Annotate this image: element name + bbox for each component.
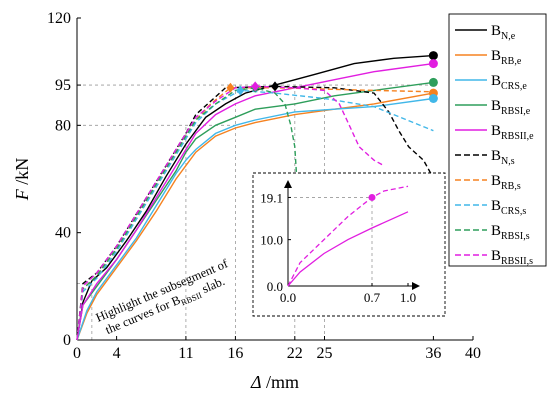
series-marker-rb-s [226, 82, 235, 93]
x-tick-label-4: 4 [113, 345, 121, 362]
x-tick-label-0: 0 [73, 345, 81, 362]
series-line-rbsii-e [76, 62, 434, 341]
inset-y-tick-label-2: 19.1 [260, 190, 283, 205]
inset-x-tick-label-0: 0.0 [280, 290, 296, 305]
legend-label-rbsi-e: BRBSI,e [491, 98, 531, 117]
series-line-rbsi-s [76, 87, 298, 341]
series-markers [226, 51, 438, 103]
series-marker-rbsii-s [251, 81, 260, 92]
series-line-crs-e [76, 97, 434, 341]
inset-x-tick-label-2: 1.0 [400, 290, 416, 305]
legend-label-n-e: BN,e [491, 23, 516, 42]
y-tick-label-0: 0 [63, 332, 71, 349]
y-tick-label-120: 120 [47, 10, 71, 27]
inset-y-tick-label-1: 10.0 [260, 233, 283, 248]
legend-label-crs-e: BCRS,e [491, 73, 527, 92]
x-tick-label-40: 40 [465, 345, 481, 362]
legend-label-crs-s: BCRS,s [491, 198, 526, 217]
series-marker-n-s [271, 81, 279, 92]
series-marker-rbsi-e [428, 77, 438, 87]
series-marker-crs-e [428, 94, 438, 103]
inset-x-tick-label-1: 0.7 [364, 290, 381, 305]
legend-box [448, 13, 547, 267]
inset-frame [252, 172, 446, 317]
x-tick-label-16: 16 [227, 345, 243, 362]
series-line-crs-s [76, 89, 434, 341]
legend-label-rbsi-s: BRBSI,s [491, 223, 530, 242]
series-line-rbsii-s [76, 85, 385, 341]
y-tick-label-40: 40 [55, 225, 71, 242]
y-axis-label: F /kN [12, 158, 32, 202]
series-line-rb-e [76, 92, 434, 341]
inset-series-line-1 [287, 211, 409, 287]
y-tick-label-80: 80 [55, 117, 71, 134]
legend: BN,e BRB,e BCRS,e BRBSI,e BRBSII,e BN,s BRB,s B… [448, 13, 547, 267]
x-tick-label-11: 11 [178, 345, 193, 362]
x-tick-label-25: 25 [317, 345, 333, 362]
series-marker-n-e [428, 51, 438, 61]
legend-label-rb-s: BRB,s [491, 173, 521, 192]
series-group [76, 54, 437, 341]
x-tick-label-22: 22 [287, 345, 303, 362]
inset-y-tick-label-0: 0.0 [267, 279, 283, 294]
x-tick-label-36: 36 [425, 345, 441, 362]
legend-label-n-s: BN,s [491, 148, 515, 167]
x-axis-label: Δ /mm [250, 372, 299, 392]
inset-x-arrow-icon [412, 282, 420, 290]
series-line-rbsi-e [76, 81, 434, 341]
inset-y-arrow-icon [284, 180, 292, 188]
legend-label-rbsii-s: BRBSII,s [491, 248, 533, 267]
inset-plot: 0.0 0.7 1.0 0.0 10.0 19.1 [252, 172, 446, 317]
legend-label-rb-e: BRB,e [491, 48, 522, 67]
y-tick-label-95: 95 [55, 77, 71, 94]
inset-series-marker-0 [368, 193, 376, 201]
inset-series-line-0 [287, 185, 409, 287]
series-marker-rbsii-e [428, 59, 438, 69]
series-marker-crs-s [236, 85, 245, 96]
legend-label-rbsii-e: BRBSII,e [491, 123, 534, 142]
